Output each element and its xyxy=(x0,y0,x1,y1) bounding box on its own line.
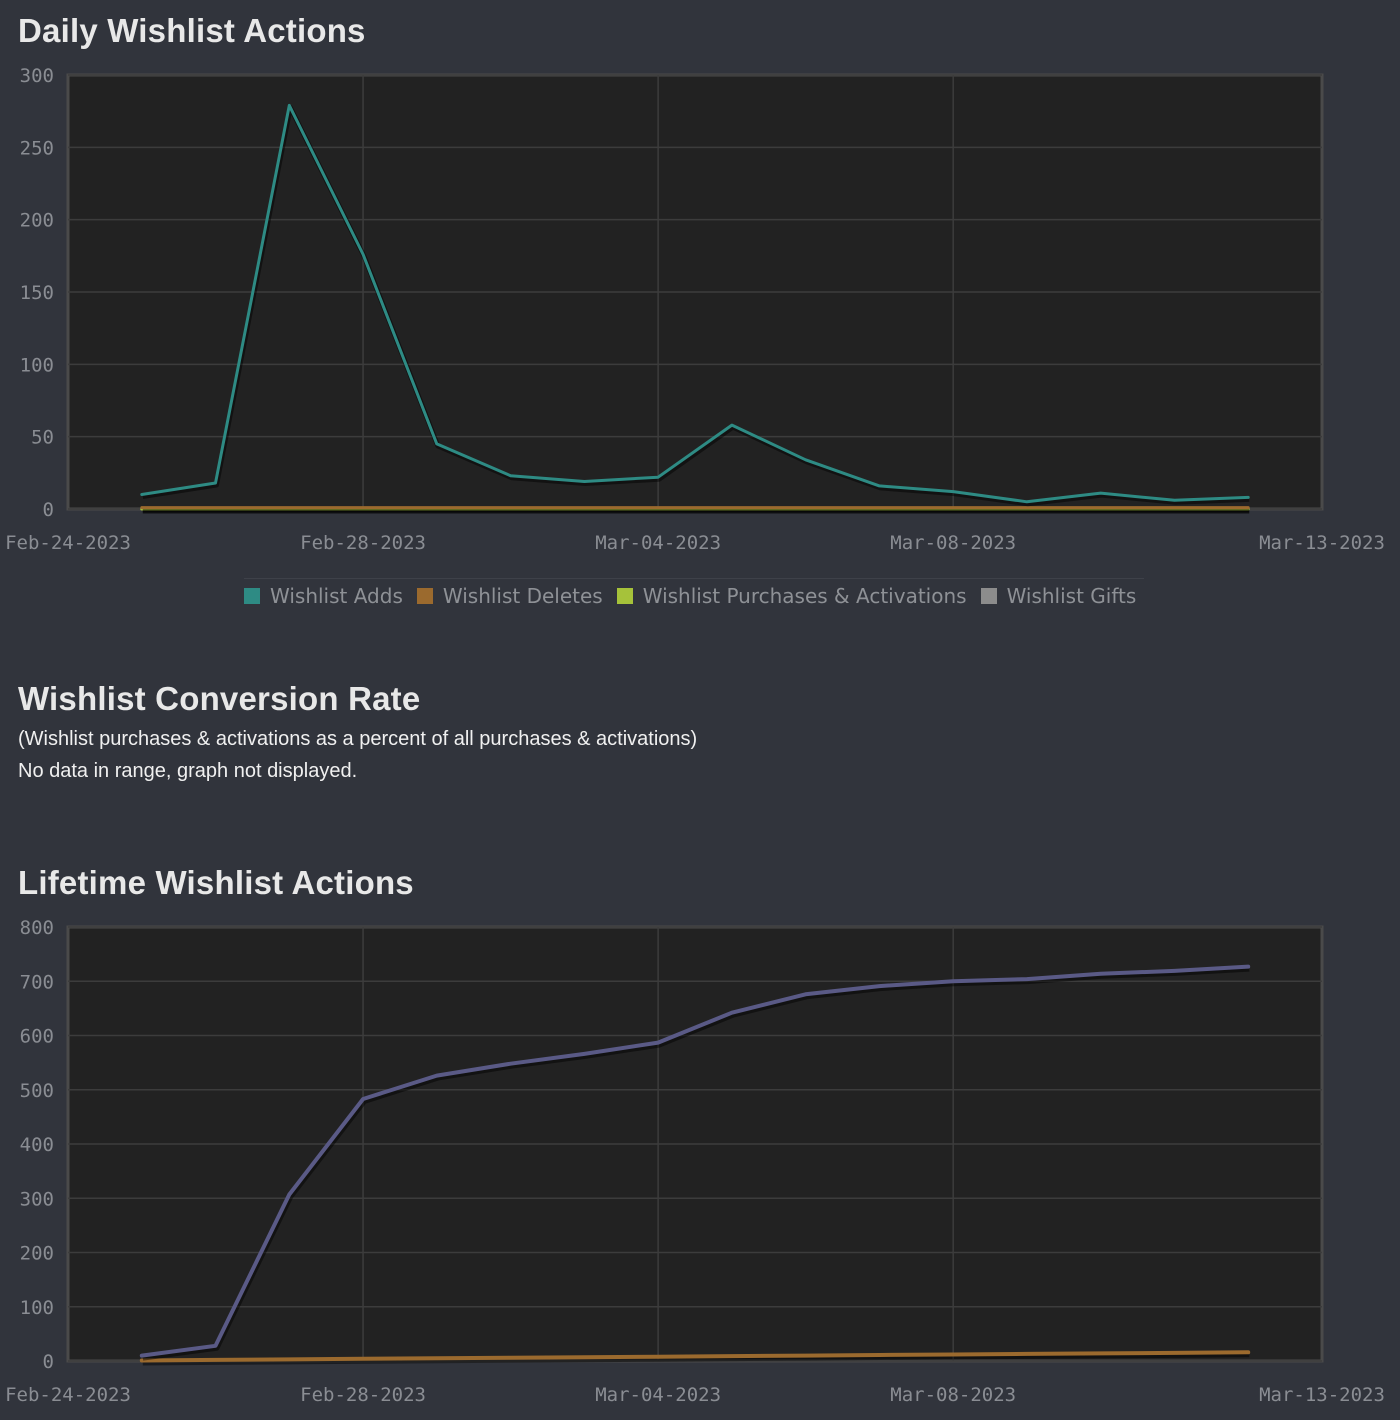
x-tick-label: Feb-28-2023 xyxy=(300,532,426,554)
daily-chart-legend: Wishlist Adds Wishlist Deletes Wishlist Pu… xyxy=(244,578,1144,613)
conversion-rate-no-data-message: No data in range, graph not displayed. xyxy=(18,760,358,782)
legend-label: Wishlist Deletes xyxy=(442,584,603,608)
legend-swatch xyxy=(980,588,997,604)
daily-chart-title: Daily Wishlist Actions xyxy=(18,12,366,49)
legend-item[interactable]: Wishlist Gifts xyxy=(980,584,1137,608)
x-tick-label: Mar-08-2023 xyxy=(890,532,1016,554)
y-tick-label: 400 xyxy=(20,1134,54,1156)
y-tick-label: 250 xyxy=(20,137,54,159)
y-tick-label: 800 xyxy=(20,917,54,939)
series-shadow xyxy=(142,1351,1250,1366)
x-tick-label: Mar-04-2023 xyxy=(595,532,721,554)
legend-swatch xyxy=(244,588,260,604)
daily-actions-chart: 0 50 100 150 200 250 300 Feb-24-2023 Feb-28-2023… xyxy=(5,65,1385,554)
legend-label: Wishlist Gifts xyxy=(1006,584,1137,608)
series-shadow xyxy=(142,965,1250,1361)
x-tick-label: Feb-28-2023 xyxy=(300,1384,426,1406)
x-tick-label: Feb-24-2023 xyxy=(5,1384,131,1406)
legend-item[interactable]: Wishlist Adds xyxy=(244,584,403,608)
lifetime-chart-title: Lifetime Wishlist Actions xyxy=(18,864,414,901)
y-tick-label: 600 xyxy=(20,1026,54,1048)
legend-swatch xyxy=(416,588,433,604)
y-tick-label: 0 xyxy=(43,499,54,521)
legend-item[interactable]: Wishlist Purchases & Activations xyxy=(616,584,967,608)
y-tick-label: 300 xyxy=(20,1188,54,1210)
x-tick-label: Feb-24-2023 xyxy=(5,532,131,554)
x-tick-label: Mar-13-2023 xyxy=(1259,1384,1385,1406)
series-line xyxy=(140,103,1250,504)
y-tick-label: 200 xyxy=(20,1243,54,1265)
y-tick-label: 300 xyxy=(20,65,54,87)
y-tick-label: 150 xyxy=(20,282,54,304)
series-line xyxy=(139,1350,1251,1363)
y-tick-label: 200 xyxy=(20,210,54,232)
x-tick-label: Mar-04-2023 xyxy=(595,1384,721,1406)
legend-label: Wishlist Adds xyxy=(270,584,403,608)
legend-item[interactable]: Wishlist Deletes xyxy=(416,584,603,608)
legend-label: Wishlist Purchases & Activations xyxy=(642,584,967,608)
y-tick-label: 100 xyxy=(20,1297,54,1319)
y-tick-label: 100 xyxy=(20,354,54,376)
x-tick-label: Mar-13-2023 xyxy=(1259,532,1385,554)
series-line xyxy=(139,964,1251,1358)
x-tick-label: Mar-08-2023 xyxy=(890,1384,1016,1406)
conversion-rate-title: Wishlist Conversion Rate xyxy=(18,680,421,717)
y-tick-label: 50 xyxy=(31,427,54,449)
conversion-rate-subtitle: (Wishlist purchases & activations as a p… xyxy=(18,728,698,750)
y-tick-label: 500 xyxy=(20,1080,54,1102)
y-tick-label: 700 xyxy=(20,971,54,993)
legend-swatch xyxy=(616,588,633,604)
y-tick-label: 0 xyxy=(43,1351,54,1373)
